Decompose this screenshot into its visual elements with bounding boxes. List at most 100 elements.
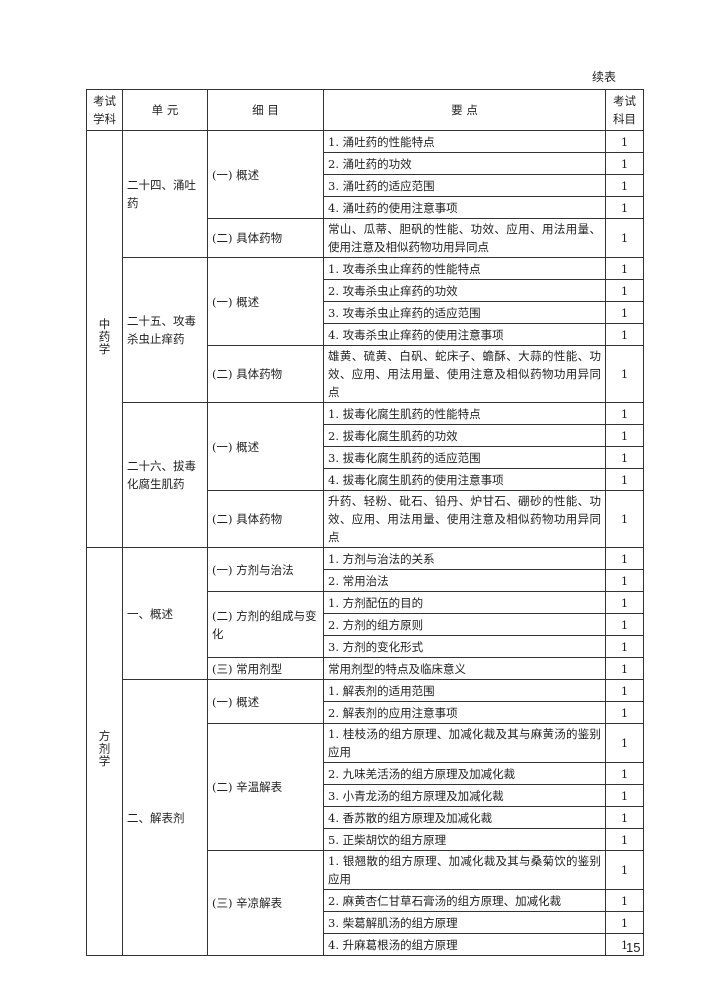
table-row: (二) 方剂的组成与变化 1. 方剂配伍的目的 1: [87, 591, 644, 658]
key-point: 2. 方剂的组方原则: [323, 613, 606, 636]
key-point: 5. 正柴胡饮的组方原理: [323, 828, 606, 851]
header-row: 考试学科 单 元 细 目 要 点 考试科目: [86, 89, 644, 131]
table-row: 方剂学 一、概述 (一) 方剂与治法 1. 方剂与治法的关系 1: [86, 547, 644, 956]
unit: 二、解表剂: [122, 679, 208, 956]
key-point: 3. 柴葛解肌汤的组方原理: [323, 911, 606, 934]
table-row: (二) 具体药物 雄黄、硫黄、白矾、蛇床子、蟾酥、大蒜的性能、功效、应用、用法用量…: [87, 345, 644, 403]
table-row: (三) 常用剂型 常用剂型的特点及临床意义 1: [87, 657, 644, 680]
col-header: 考试科目: [605, 89, 644, 131]
exam-level: 1: [605, 701, 644, 724]
key-point: 4. 涌吐药的使用注意事项: [323, 196, 606, 219]
key-point: 4. 拔毒化腐生肌药的使用注意事项: [323, 468, 606, 491]
exam-level: 1: [605, 196, 644, 219]
key-point: 雄黄、硫黄、白矾、蛇床子、蟾酥、大蒜的性能、功效、应用、用法用量、使用注意及相似…: [323, 345, 606, 403]
key-point: 2. 解表剂的应用注意事项: [323, 701, 606, 724]
detail: (二) 辛温解表: [207, 723, 324, 851]
table-row: 3. 小青龙汤的组方原理及加减化裁 1: [87, 784, 644, 807]
key-point: 1. 桂枝汤的组方原理、加减化裁及其与麻黄汤的鉴别应用: [323, 723, 606, 763]
col-header: 要 点: [323, 89, 606, 131]
detail: (一) 概述: [207, 257, 324, 346]
exam-level: 1: [605, 723, 644, 763]
table-row: 4. 涌吐药的使用注意事项 1: [87, 196, 644, 219]
col-header: 考试学科: [86, 89, 123, 131]
subject: 方剂学: [86, 547, 123, 956]
detail: (三) 辛凉解表: [207, 850, 324, 956]
table-row: 2. 拔毒化腐生肌药的功效 1: [87, 424, 644, 447]
key-point: 3. 攻毒杀虫止痒药的适应范围: [323, 301, 606, 324]
continued-label: 续表: [592, 70, 617, 84]
exam-level: 1: [605, 850, 644, 890]
table-row: 2. 常用治法 1: [87, 569, 644, 592]
syllabus-table: 考试学科 单 元 细 目 要 点 考试科目 中药学 二十四、涌吐药 (一) 概述 1.…: [86, 89, 644, 956]
key-point: 2. 麻黄杏仁甘草石膏汤的组方原理、加减化裁: [323, 889, 606, 912]
exam-level: 1: [605, 569, 644, 592]
table-row: 二、解表剂 (一) 概述 1. 解表剂的适用范围 1: [87, 679, 644, 956]
exam-level: 1: [605, 889, 644, 912]
key-point: 3. 方剂的变化形式: [323, 635, 606, 658]
exam-level: 1: [605, 424, 644, 447]
exam-level: 1: [605, 613, 644, 636]
detail: (三) 常用剂型: [207, 657, 324, 680]
key-point: 3. 拔毒化腐生肌药的适应范围: [323, 446, 606, 469]
exam-level: 1: [605, 490, 644, 548]
table-row: (三) 辛凉解表 1. 银翘散的组方原理、加减化裁及其与桑菊饮的鉴别应用 1: [87, 850, 644, 956]
unit: 二十四、涌吐药: [122, 130, 208, 258]
key-point: 4. 攻毒杀虫止痒药的使用注意事项: [323, 323, 606, 346]
table-body: 中药学 二十四、涌吐药 (一) 概述 1. 涌吐药的性能特点 1 2. 涌吐药的功效 1 3.…: [86, 130, 644, 956]
table-row: 3. 方剂的变化形式 1: [87, 635, 644, 658]
exam-level: 1: [605, 323, 644, 346]
table-row: 二十五、攻毒杀虫止痒药 (一) 概述 1. 攻毒杀虫止痒药的性能特点 1: [87, 257, 644, 403]
unit: 二十五、攻毒杀虫止痒药: [122, 257, 208, 403]
table-row: 4. 拔毒化腐生肌药的使用注意事项 1: [87, 468, 644, 491]
exam-level: 1: [605, 468, 644, 491]
subject-text: 方剂学: [97, 730, 112, 768]
detail: (二) 具体药物: [207, 218, 324, 258]
detail: (一) 概述: [207, 402, 324, 491]
table-row: 3. 柴葛解肌汤的组方原理 1: [87, 911, 644, 934]
exam-level: 1: [605, 591, 644, 614]
detail: (一) 概述: [207, 679, 324, 724]
table-row: 3. 拔毒化腐生肌药的适应范围 1: [87, 446, 644, 469]
key-point: 2. 攻毒杀虫止痒药的功效: [323, 279, 606, 302]
key-point: 2. 九味羌活汤的组方原理及加减化裁: [323, 762, 606, 785]
table-row: (二) 具体药物 常山、瓜蒂、胆矾的性能、功效、应用、用法用量、使用注意及相似药物…: [87, 218, 644, 258]
detail: (一) 方剂与治法: [207, 547, 324, 592]
table-row: 2. 涌吐药的功效 1: [87, 152, 644, 175]
page-number: 15: [626, 940, 641, 955]
exam-level: 1: [605, 784, 644, 807]
table-row: (二) 具体药物 升药、轻粉、砒石、铅丹、炉甘石、硼砂的性能、功效、应用、用法用量…: [87, 490, 644, 548]
exam-level: 1: [605, 933, 644, 956]
key-point: 1. 方剂配伍的目的: [323, 591, 606, 614]
exam-level: 1: [605, 547, 644, 570]
table-row: 中药学 二十四、涌吐药 (一) 概述 1. 涌吐药的性能特点 1: [86, 130, 644, 548]
exam-level: 1: [605, 806, 644, 829]
exam-level: 1: [605, 152, 644, 175]
table-row: 2. 解表剂的应用注意事项 1: [87, 701, 644, 724]
exam-level: 1: [605, 279, 644, 302]
key-point: 1. 银翘散的组方原理、加减化裁及其与桑菊饮的鉴别应用: [323, 850, 606, 890]
exam-level: 1: [605, 130, 644, 153]
key-point: 1. 攻毒杀虫止痒药的性能特点: [323, 257, 606, 280]
key-point: 1. 拔毒化腐生肌药的性能特点: [323, 402, 606, 425]
key-point: 2. 常用治法: [323, 569, 606, 592]
exam-level: 1: [605, 635, 644, 658]
table-row: 二十六、拔毒化腐生肌药 (一) 概述 1. 拔毒化腐生肌药的性能特点 1: [87, 402, 644, 548]
detail: (二) 方剂的组成与变化: [207, 591, 324, 658]
key-point: 1. 解表剂的适用范围: [323, 679, 606, 702]
subject: 中药学: [86, 130, 123, 548]
key-point: 4. 升麻葛根汤的组方原理: [323, 933, 606, 956]
detail: (二) 具体药物: [207, 345, 324, 403]
unit: 一、概述: [122, 547, 208, 680]
key-point: 3. 小青龙汤的组方原理及加减化裁: [323, 784, 606, 807]
exam-level: 1: [605, 911, 644, 934]
detail: (一) 概述: [207, 130, 324, 219]
table-row: (二) 辛温解表 1. 桂枝汤的组方原理、加减化裁及其与麻黄汤的鉴别应用 1: [87, 723, 644, 851]
key-point: 1. 涌吐药的性能特点: [323, 130, 606, 153]
exam-level: 1: [605, 657, 644, 680]
table-row: 2. 攻毒杀虫止痒药的功效 1: [87, 279, 644, 302]
detail: (二) 具体药物: [207, 490, 324, 548]
table-row: 4. 升麻葛根汤的组方原理 1: [87, 933, 644, 956]
exam-level: 1: [605, 345, 644, 403]
key-point: 常用剂型的特点及临床意义: [323, 657, 606, 680]
